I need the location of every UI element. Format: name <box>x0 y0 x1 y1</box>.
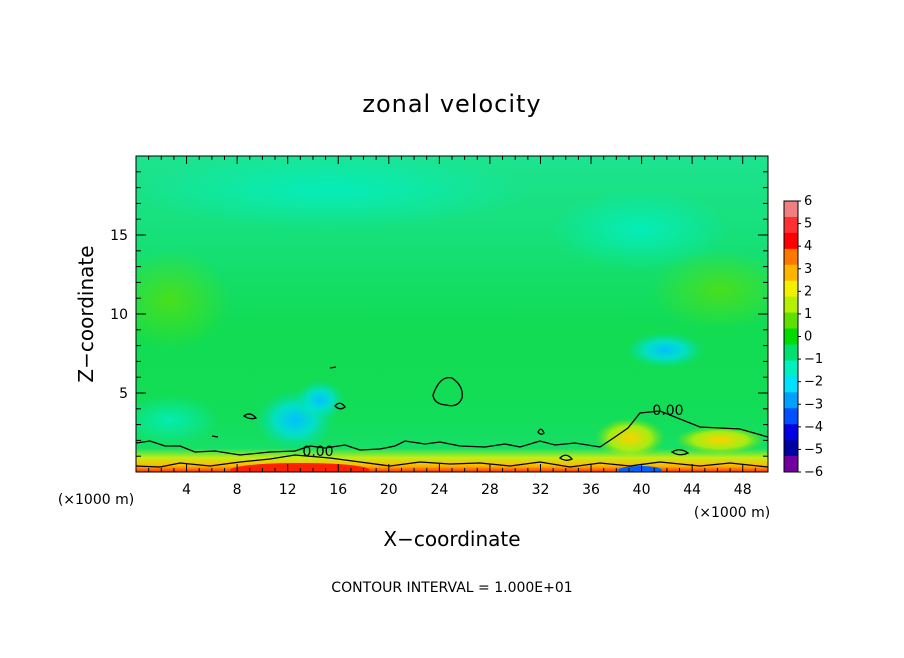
x-tick-label: 40 <box>633 482 651 498</box>
colorbar-swatch <box>784 248 798 266</box>
y-axis-ticks: 5 10 15 <box>110 171 768 457</box>
right-warm-region-2 <box>675 426 765 454</box>
contour-label-1: 0.00 <box>302 444 333 460</box>
chart-title: zonal velocity <box>362 90 541 118</box>
colorbar-tick-label: 6 <box>804 194 812 209</box>
x-tick-label: 24 <box>430 482 448 498</box>
x-tick-label: 28 <box>481 482 499 498</box>
x-tick-label: 12 <box>279 482 297 498</box>
colorbar-tick-label: 1 <box>804 307 812 322</box>
contour-lines <box>136 366 768 468</box>
contour-small-3 <box>211 435 219 438</box>
colorbar-swatch <box>784 424 798 441</box>
heatmap-field <box>136 156 768 472</box>
colorbar-tick-label: −1 <box>804 352 823 367</box>
colorbar-swatch <box>784 376 798 393</box>
x-tick-label: 16 <box>329 482 347 498</box>
contour-small-4 <box>537 428 545 435</box>
colorbar-swatch <box>784 264 798 282</box>
colorbar-swatch <box>784 440 798 457</box>
colorbar-tick-label: −6 <box>804 465 823 480</box>
colorbar-swatch <box>784 456 798 473</box>
colorbar-tick-label: −5 <box>804 442 823 457</box>
x-tick-label: 44 <box>683 482 701 498</box>
contour-zero-main <box>136 410 768 456</box>
x-tick-label: 8 <box>233 482 242 498</box>
colorbar-swatch <box>784 216 798 234</box>
contour-small-6 <box>670 449 690 456</box>
colorbar: 6 5 4 3 2 1 0 −1 −2 −3 −4 −5 −6 <box>783 194 823 480</box>
colorbar-swatch <box>784 280 798 298</box>
colorbar-tick-label: 3 <box>804 262 812 277</box>
colorbar-swatch <box>784 312 798 330</box>
x-unit-label: (×1000 m) <box>694 505 770 521</box>
colorbar-tick-label: −4 <box>804 420 823 435</box>
contour-zero-lower <box>136 454 768 468</box>
bottom-blue-core <box>618 466 662 472</box>
contour-small-7 <box>329 366 337 369</box>
colorbar-tick-label: 2 <box>804 284 812 299</box>
colorbar-swatch <box>784 408 798 425</box>
colorbar-tick-label: −3 <box>804 397 823 412</box>
x-tick-label: 4 <box>182 482 191 498</box>
colorbar-tick-label: −2 <box>804 375 823 390</box>
contour-closed-24 <box>432 376 463 407</box>
colorbar-swatch <box>784 201 798 218</box>
upper-teal-region <box>136 156 530 230</box>
upper-right-teal-region <box>550 190 730 270</box>
x-tick-label: 20 <box>380 482 398 498</box>
colorbar-tick-label: 4 <box>804 239 812 254</box>
bottom-red-core <box>230 463 370 472</box>
contour-small-5 <box>558 454 574 461</box>
x-tick-label: 48 <box>734 482 752 498</box>
mid-lime-region <box>650 250 768 330</box>
colorbar-swatch <box>784 392 798 409</box>
colorbar-tick-label: 0 <box>804 330 812 345</box>
x-axis-ticks: 4 8 12 16 20 24 28 32 36 40 44 48 <box>148 156 756 498</box>
colorbar-swatch <box>784 296 798 314</box>
contour-small-2 <box>334 402 346 410</box>
x-axis-label: X−coordinate <box>383 527 520 551</box>
y-tick-label: 10 <box>110 307 128 323</box>
x-tick-label: 32 <box>532 482 550 498</box>
colorbar-swatch <box>784 360 798 377</box>
contour-label-2: 0.00 <box>652 403 683 419</box>
y-tick-label: 5 <box>119 386 128 402</box>
x-tick-label: 36 <box>582 482 600 498</box>
y-tick-label: 15 <box>110 228 128 244</box>
left-teal-region <box>136 395 220 445</box>
y-unit-label: (×1000 m) <box>58 492 134 508</box>
right-cyan-region <box>625 332 705 368</box>
center-cyan-region-2 <box>295 380 345 420</box>
colorbar-swatch <box>784 232 798 250</box>
contour-interval-note: CONTOUR INTERVAL = 1.000E+01 <box>331 580 572 596</box>
y-axis-label: Z−coordinate <box>74 245 98 382</box>
colorbar-swatch <box>784 344 798 361</box>
colorbar-swatch <box>784 328 798 345</box>
colorbar-tick-label: 5 <box>804 217 812 232</box>
left-lime-region <box>136 250 230 350</box>
contour-small-1 <box>242 413 258 420</box>
